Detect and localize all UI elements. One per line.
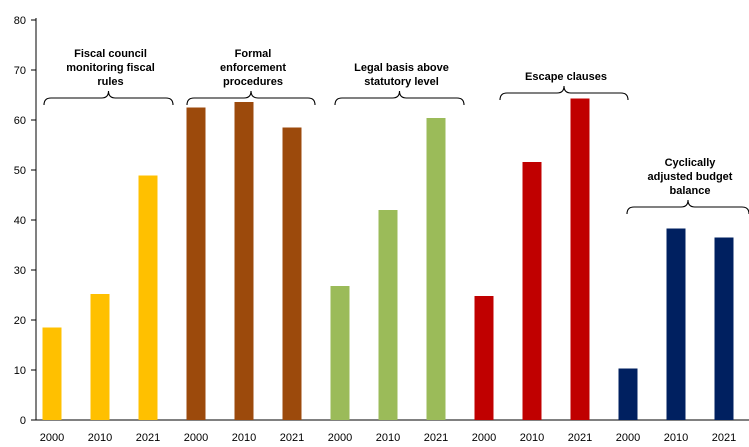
bar bbox=[282, 127, 302, 420]
x-tick-label: 2021 bbox=[712, 432, 736, 442]
bar bbox=[618, 368, 638, 420]
group-label: adjusted budget bbox=[648, 171, 733, 183]
group-label: rules bbox=[97, 76, 123, 88]
x-tick-label: 2000 bbox=[616, 432, 640, 442]
group-label: balance bbox=[670, 185, 711, 197]
y-tick-label: 80 bbox=[14, 15, 26, 27]
x-tick-label: 2021 bbox=[424, 432, 448, 442]
bar bbox=[474, 296, 494, 420]
y-tick-label: 60 bbox=[14, 115, 26, 127]
x-tick-label: 2010 bbox=[88, 432, 112, 442]
bar bbox=[378, 210, 398, 420]
bar bbox=[42, 327, 62, 420]
x-tick-label: 2010 bbox=[376, 432, 400, 442]
x-tick-label: 2021 bbox=[568, 432, 592, 442]
x-tick-label: 2021 bbox=[280, 432, 304, 442]
x-tick-label: 2021 bbox=[136, 432, 160, 442]
bar bbox=[570, 98, 590, 420]
x-tick-label: 2000 bbox=[472, 432, 496, 442]
bar bbox=[90, 294, 110, 420]
x-tick-label: 2000 bbox=[328, 432, 352, 442]
group-label: procedures bbox=[223, 76, 283, 88]
group-label: monitoring fiscal bbox=[66, 62, 155, 74]
x-tick-label: 2000 bbox=[184, 432, 208, 442]
y-tick-label: 0 bbox=[20, 415, 26, 427]
bar bbox=[426, 118, 446, 420]
group-label: statutory level bbox=[364, 76, 439, 88]
x-tick-labels: 2000 2010 2021 2000 2010 2021 2000 2010 2021 2000… bbox=[40, 432, 736, 444]
bar bbox=[522, 162, 542, 420]
x-tick-label: 2000 bbox=[40, 432, 64, 442]
group-label: Legal basis above bbox=[354, 62, 449, 74]
y-tick-label: 10 bbox=[14, 365, 26, 377]
group-label: Formal bbox=[235, 48, 272, 60]
bar bbox=[666, 228, 686, 420]
group-bracket bbox=[43, 90, 174, 106]
group-label: Escape clauses bbox=[525, 71, 607, 83]
group-bracket bbox=[334, 90, 465, 106]
x-tick-label: 2010 bbox=[232, 432, 256, 442]
group-annotations: Fiscal council monitoring fiscal rules Form… bbox=[43, 48, 749, 215]
bar bbox=[330, 286, 350, 420]
bar bbox=[714, 237, 734, 420]
bars-layer bbox=[42, 98, 734, 420]
bar bbox=[186, 107, 206, 420]
y-tick-label: 50 bbox=[14, 165, 26, 177]
y-tick-label: 40 bbox=[14, 215, 26, 227]
y-tick-label: 20 bbox=[14, 315, 26, 327]
x-tick-label: 2010 bbox=[664, 432, 688, 442]
bar bbox=[234, 102, 254, 420]
y-tick-label: 70 bbox=[14, 65, 26, 77]
group-bracket bbox=[626, 199, 749, 215]
group-label: enforcement bbox=[220, 62, 286, 74]
y-tick-label: 30 bbox=[14, 265, 26, 277]
group-bracket bbox=[499, 85, 629, 101]
x-tick-label: 2010 bbox=[520, 432, 544, 442]
bar bbox=[138, 175, 158, 420]
group-label: Fiscal council bbox=[74, 48, 147, 60]
group-bracket bbox=[186, 90, 316, 106]
group-label: Cyclically bbox=[665, 157, 717, 169]
